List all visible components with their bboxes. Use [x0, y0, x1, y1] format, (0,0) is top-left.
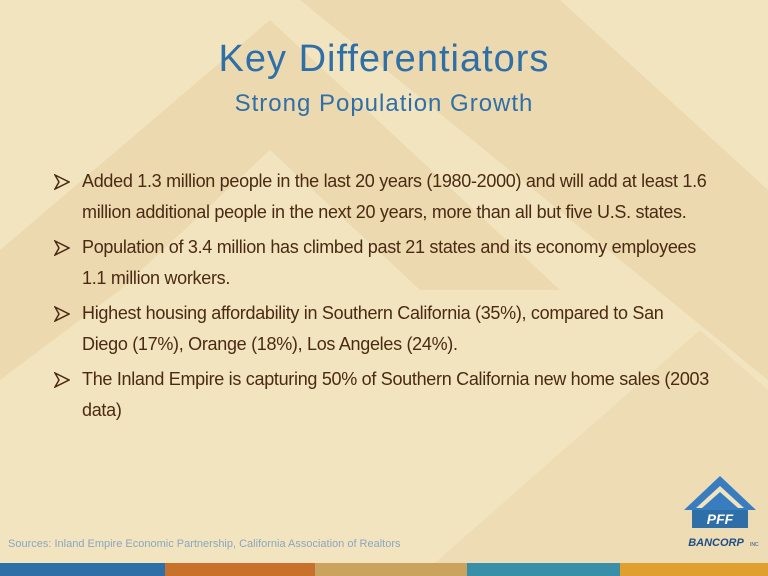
title: Key Differentiators [218, 38, 550, 80]
bullet-item: Highest housing affordability in Souther… [50, 298, 710, 360]
sources: Sources: Inland Empire Economic Partners… [8, 538, 401, 550]
logo-suffix: INC [750, 542, 759, 548]
bullet-item: The Inland Empire is capturing 50% of So… [50, 364, 710, 426]
bullet-arrow [54, 306, 70, 322]
bullet-text: The Inland Empire is capturing 50% of So… [82, 369, 709, 420]
logo-mark: PFF [707, 511, 734, 527]
bullet-item: Added 1.3 million people in the last 20 … [50, 166, 710, 228]
bullet-arrow [54, 174, 70, 190]
bullet-text: Added 1.3 million people in the last 20 … [82, 171, 707, 222]
bullet-arrow [54, 240, 70, 256]
bullet-text: Population of 3.4 million has climbed pa… [82, 237, 696, 288]
bullet-text: Highest housing affordability in Souther… [82, 303, 664, 354]
bullet-list: Added 1.3 million people in the last 20 … [50, 166, 710, 430]
bullet-item: Population of 3.4 million has climbed pa… [50, 232, 710, 294]
logo: PFF BANCORP INC [684, 476, 759, 549]
bullet-arrow [54, 372, 70, 388]
logo-name: BANCORP [688, 537, 744, 549]
subtitle: Strong Population Growth [234, 90, 534, 117]
color-strip [0, 563, 768, 576]
